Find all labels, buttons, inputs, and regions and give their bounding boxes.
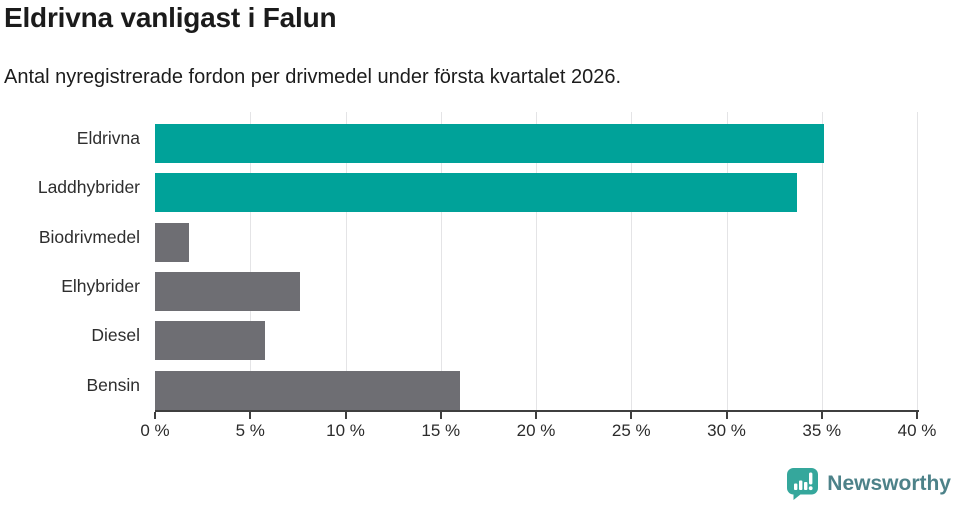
bar-biodrivmedel bbox=[155, 222, 190, 262]
tick-mark-30 bbox=[725, 412, 728, 419]
tick-mark-40 bbox=[916, 412, 918, 419]
chart-row-biodrivmedel: Biodrivmedel bbox=[0, 213, 960, 262]
gridline-10 bbox=[345, 112, 347, 410]
gridline-35 bbox=[821, 112, 823, 410]
gridline-25 bbox=[631, 112, 633, 410]
newsworthy-wordmark: Newsworthy bbox=[827, 472, 951, 495]
chart-row-bensin: Bensin bbox=[0, 361, 960, 410]
category-label: Biodrivmedel bbox=[38, 226, 140, 247]
category-label: Laddhybrider bbox=[37, 177, 140, 198]
tick-mark-10 bbox=[344, 412, 347, 419]
tick-label-25: 25 % bbox=[611, 421, 651, 440]
category-label: Diesel bbox=[91, 325, 140, 346]
tick-mark-35 bbox=[820, 412, 823, 419]
tick-label-15: 15 % bbox=[421, 421, 461, 440]
tick-mark-15 bbox=[439, 412, 442, 419]
gridline-5 bbox=[250, 112, 252, 410]
tick-mark-25 bbox=[630, 412, 633, 419]
category-label: Elhybrider bbox=[61, 276, 140, 297]
tick-label-30: 30 % bbox=[707, 421, 746, 440]
category-label: Bensin bbox=[86, 374, 140, 395]
bar-cell bbox=[155, 213, 917, 262]
chart-title: Eldrivna vanligast i Falun bbox=[4, 2, 337, 33]
tick-label-0: 0 % bbox=[140, 421, 170, 440]
bar-cell bbox=[155, 114, 917, 163]
bar-laddhybrider bbox=[155, 173, 797, 213]
tick-label-40: 40 % bbox=[897, 421, 937, 440]
bar-elhybrider bbox=[155, 271, 300, 311]
tick-label-35: 35 % bbox=[802, 421, 842, 440]
gridline-15 bbox=[440, 112, 442, 410]
newsworthy-icon bbox=[787, 468, 819, 500]
chart-row-elhybrider: Elhybrider bbox=[0, 262, 960, 311]
chart-subtitle: Antal nyregistrerade fordon per drivmede… bbox=[4, 66, 622, 88]
tick-mark-20 bbox=[535, 412, 537, 419]
gridline-30 bbox=[726, 112, 728, 410]
tick-mark-0 bbox=[154, 412, 156, 419]
gridline-40 bbox=[917, 112, 918, 410]
gridline-20 bbox=[536, 112, 537, 410]
bar-diesel bbox=[155, 321, 266, 361]
chart-row-eldrivna: Eldrivna bbox=[0, 114, 960, 163]
bar-cell bbox=[155, 361, 917, 410]
chart-row-laddhybrider: Laddhybrider bbox=[0, 163, 960, 213]
chart-row-diesel: Diesel bbox=[0, 311, 960, 361]
bar-cell bbox=[155, 311, 917, 361]
tick-label-5: 5 % bbox=[235, 421, 265, 440]
bar-eldrivna bbox=[155, 124, 824, 163]
bar-bensin bbox=[155, 370, 460, 410]
chart-rows: Eldrivna Laddhybrider Biodrivmedel Elhybrid… bbox=[0, 114, 960, 410]
tick-label-10: 10 % bbox=[326, 421, 365, 440]
newsworthy-logo: Newsworthy bbox=[786, 467, 951, 501]
bar-cell bbox=[155, 163, 917, 213]
x-axis-line bbox=[155, 410, 919, 412]
bar-cell bbox=[155, 262, 917, 311]
tick-label-20: 20 % bbox=[516, 421, 556, 440]
tick-mark-5 bbox=[249, 412, 252, 419]
category-label: Eldrivna bbox=[76, 128, 140, 149]
